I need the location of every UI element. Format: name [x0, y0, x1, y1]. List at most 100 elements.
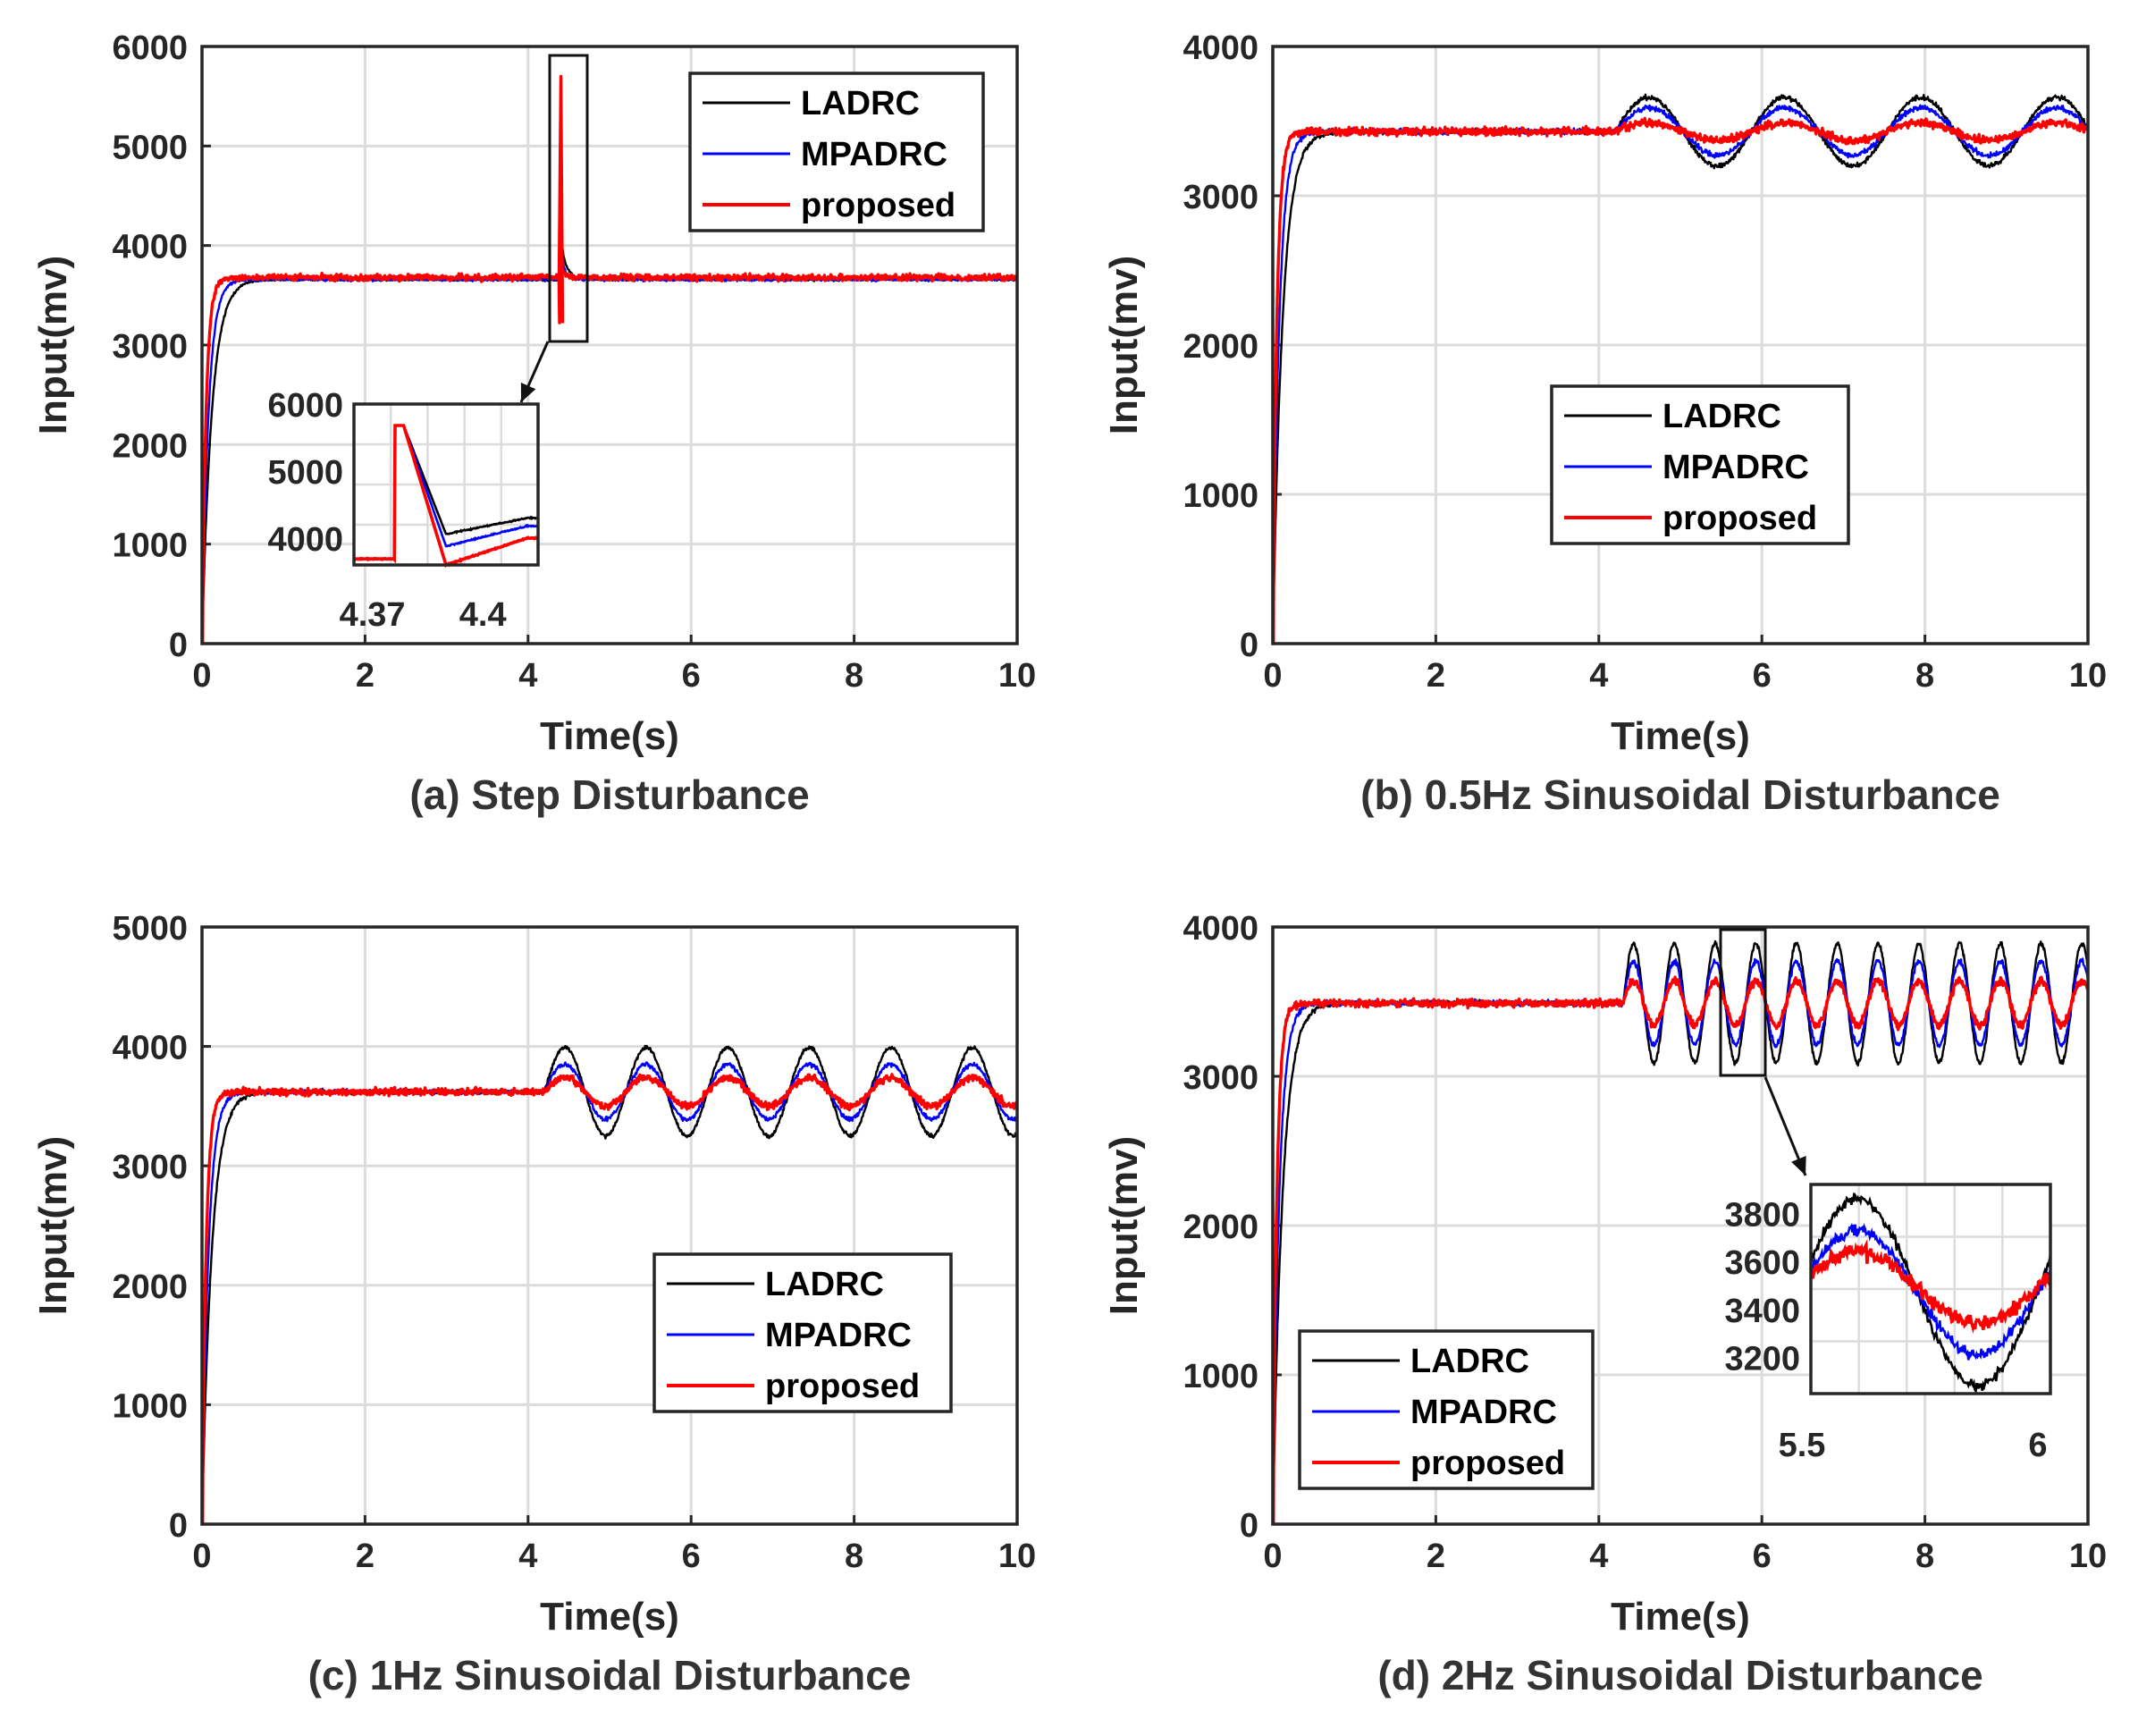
- panels-root: 0 2 4 6 8 100100020003000400050006000Time(s)I…: [31, 29, 2107, 1698]
- x-tick-label: 10: [2069, 1538, 2107, 1575]
- panel-caption: (a) Step Disturbance: [409, 771, 809, 818]
- inset-frame: [352, 402, 540, 567]
- panel-caption: (d) 2Hz Sinusoidal Disturbance: [1377, 1652, 1982, 1698]
- legend-label: proposed: [1410, 1445, 1565, 1482]
- x-tick-label: 8: [1915, 657, 1934, 695]
- zoom-arrow-head: [520, 383, 536, 402]
- zoom-inset: 5.5 6 3200 3400 3600 3800: [1719, 928, 2052, 1464]
- y-tick-label: 3000: [112, 328, 188, 366]
- y-axis-label: Input(mv): [1102, 256, 1146, 434]
- legend-label: proposed: [1662, 500, 1817, 537]
- y-tick-label: 1000: [112, 527, 188, 565]
- y-axis-label: Input(mv): [31, 256, 75, 434]
- chart-panel: 0 2 4 6 8 10 0 1000 2000 3000 4000 5000 6000 Time(s) I…: [31, 29, 1036, 818]
- y-tick-label: 4000: [1183, 910, 1258, 948]
- legend-label: MPADRC: [1410, 1394, 1557, 1431]
- y-tick-label: 1000: [1183, 1358, 1258, 1395]
- x-axis-label: Time(s): [540, 1595, 679, 1639]
- inset-y-tick-label: 3800: [1724, 1196, 1800, 1234]
- y-tick-label: 1000: [1183, 477, 1258, 515]
- y-tick-label: 0: [1240, 1507, 1258, 1545]
- axes-frame: [1271, 925, 2090, 1526]
- x-tick-label: 8: [1915, 1538, 1934, 1575]
- axes-frame: [200, 45, 1019, 645]
- y-tick-label: 4000: [112, 1030, 188, 1067]
- x-tick-label: 2: [356, 657, 375, 695]
- plot-area: [202, 927, 1017, 1524]
- series-line-proposed: [200, 74, 1019, 645]
- inset-x-tick-label: 5.5: [1779, 1427, 1826, 1464]
- y-tick-label: 2000: [112, 427, 188, 465]
- inset-x-tick-label: 4.37: [340, 596, 406, 634]
- x-tick-label: 6: [682, 1538, 701, 1575]
- inset-x-tick-label: 4.4: [459, 596, 507, 634]
- y-tick-label: 0: [169, 1507, 188, 1545]
- legend-label: LADRC: [765, 1266, 884, 1303]
- legend: LADRC MPADRC proposed: [1298, 1329, 1595, 1490]
- x-tick-label: 6: [682, 657, 701, 695]
- x-axis-label: Time(s): [1611, 714, 1750, 758]
- legend: LADRC MPADRC proposed: [652, 1252, 953, 1413]
- legend-label: LADRC: [1662, 398, 1781, 435]
- series-line-proposed: [1271, 975, 2089, 1526]
- inset-y-tick-label: 6000: [267, 387, 343, 425]
- zoom-region-box: [548, 54, 589, 343]
- legend-label: MPADRC: [765, 1317, 912, 1354]
- x-tick-label: 2: [1427, 657, 1445, 695]
- zoom-inset: 4.37 4.4 4000 5000 6000: [267, 54, 589, 634]
- x-tick-label: 4: [518, 1538, 537, 1575]
- y-tick-label: 1000: [112, 1387, 188, 1425]
- y-tick-label: 3000: [1183, 1059, 1258, 1097]
- y-axis-label: Input(mv): [31, 1136, 75, 1315]
- x-tick-label: 6: [1753, 1538, 1772, 1575]
- axes-frame: [200, 925, 1019, 1526]
- x-tick-label: 2: [1427, 1538, 1445, 1575]
- inset-y-tick-label: 3600: [1724, 1244, 1800, 1282]
- zoom-region-box: [1719, 928, 1767, 1077]
- legend-label: proposed: [765, 1368, 920, 1405]
- x-tick-label: 4: [1589, 657, 1608, 695]
- x-tick-label: 0: [1263, 657, 1282, 695]
- inset-y-tick-label: 3200: [1724, 1341, 1800, 1378]
- legend-label: proposed: [801, 187, 955, 224]
- legend-label: MPADRC: [1662, 449, 1809, 486]
- legend: LADRC MPADRC proposed: [1550, 384, 1850, 545]
- y-tick-label: 0: [1240, 627, 1258, 664]
- inset-series-mpadrc: [1810, 1222, 2052, 1361]
- x-tick-label: 0: [192, 1538, 211, 1575]
- chart-panel: 0 2 4 6 8 10 0 1000 2000 3000 4000 Time(s) Input(mv)…: [1102, 29, 2107, 818]
- inset-x-tick-label: 6: [2028, 1427, 2047, 1464]
- x-tick-label: 0: [192, 657, 211, 695]
- y-axis-label: Input(mv): [1102, 1136, 1146, 1315]
- axes-frame: [1271, 45, 2090, 645]
- y-tick-label: 0: [169, 627, 188, 664]
- x-tick-label: 4: [1589, 1538, 1608, 1575]
- x-tick-label: 10: [998, 657, 1036, 695]
- inset-y-tick-label: 5000: [267, 454, 343, 492]
- x-tick-label: 4: [518, 657, 537, 695]
- x-tick-label: 8: [845, 1538, 863, 1575]
- y-tick-label: 2000: [112, 1268, 188, 1306]
- y-tick-label: 5000: [112, 129, 188, 166]
- y-tick-label: 2000: [1183, 1209, 1258, 1246]
- panel-caption: (b) 0.5Hz Sinusoidal Disturbance: [1360, 771, 2000, 818]
- y-tick-label: 2000: [1183, 328, 1258, 366]
- series-line-proposed: [1272, 116, 2090, 645]
- x-axis-label: Time(s): [540, 714, 679, 758]
- x-tick-label: 10: [2069, 657, 2107, 695]
- inset-frame: [1809, 1183, 2052, 1395]
- panel-caption: (c) 1Hz Sinusoidal Disturbance: [308, 1652, 912, 1698]
- y-tick-label: 4000: [1183, 29, 1258, 67]
- y-tick-label: 6000: [112, 29, 188, 67]
- inset-series-proposed: [1809, 1239, 2051, 1335]
- x-tick-label: 10: [998, 1538, 1036, 1575]
- y-tick-label: 4000: [112, 229, 188, 266]
- legend-label: LADRC: [1410, 1343, 1529, 1380]
- y-tick-label: 3000: [112, 1149, 188, 1186]
- x-tick-label: 0: [1263, 1538, 1282, 1575]
- zoom-arrow-head: [1791, 1156, 1806, 1176]
- inset-series-ladrc: [1809, 1192, 2052, 1395]
- series-line-proposed: [201, 1073, 1019, 1526]
- x-tick-label: 6: [1753, 657, 1772, 695]
